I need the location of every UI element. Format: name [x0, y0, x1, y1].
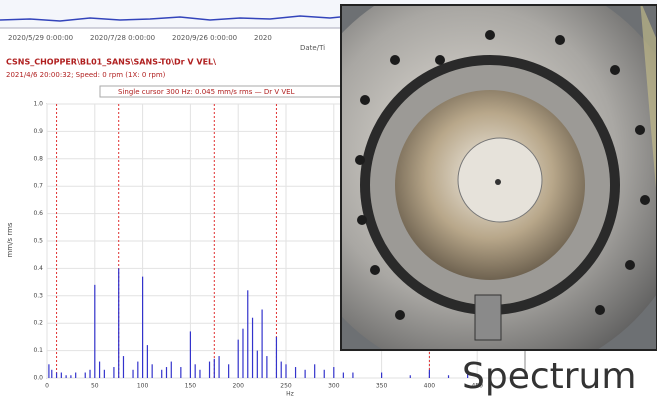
- y-tick-label: 0.6: [33, 210, 43, 217]
- chart-subtitle: 2021/4/6 20:00:32; Speed: 0 rpm (1X: 0 r…: [6, 71, 166, 79]
- y-tick-label: 0.9: [33, 128, 43, 135]
- x-axis-label: Hz: [286, 391, 294, 398]
- overview-date-label: 2020: [254, 34, 272, 42]
- x-tick-label: 200: [232, 383, 244, 390]
- y-tick-label: 0.5: [33, 238, 43, 245]
- y-tick-label: 0.4: [33, 265, 43, 272]
- y-tick-label: 1.0: [33, 101, 43, 108]
- y-tick-label: 0.2: [33, 320, 43, 327]
- x-tick-label: 0: [45, 383, 49, 390]
- overview-date-label: 2020/9/26 0:00:00: [172, 34, 237, 42]
- y-tick-label: 0.3: [33, 292, 43, 299]
- chart-title: CSNS_CHOPPER\BL01_SANS\SANS-T0\Dr V VEL\: [6, 58, 216, 67]
- y-axis-label: mm/s rms: [6, 222, 14, 257]
- page: 2020/5/29 0:00:00 2020/7/28 0:00:00 2020/9…: [0, 0, 657, 399]
- y-tick-label: 0.0: [33, 375, 43, 382]
- y-tick-label: 0.1: [33, 347, 43, 354]
- y-tick-label: 0.7: [33, 183, 43, 190]
- y-tick-label: 0.8: [33, 155, 43, 162]
- x-tick-label: 350: [376, 383, 388, 390]
- x-tick-label: 100: [137, 383, 149, 390]
- x-tick-label: 400: [424, 383, 436, 390]
- x-tick-label: 150: [185, 383, 197, 390]
- x-tick-label: 300: [328, 383, 340, 390]
- overview-date-label: 2020/7/28 0:00:00: [90, 34, 155, 42]
- overview-axis-label: Date/Ti: [300, 44, 325, 52]
- legend-entry: Single cursor 300 Hz: 0.045 mm/s rms — D…: [118, 88, 295, 96]
- x-tick-label: 50: [91, 383, 99, 390]
- overview-date-label: 2020/5/29 0:00:00: [8, 34, 73, 42]
- caption: Spectrum: [462, 356, 636, 397]
- x-tick-label: 250: [280, 383, 292, 390]
